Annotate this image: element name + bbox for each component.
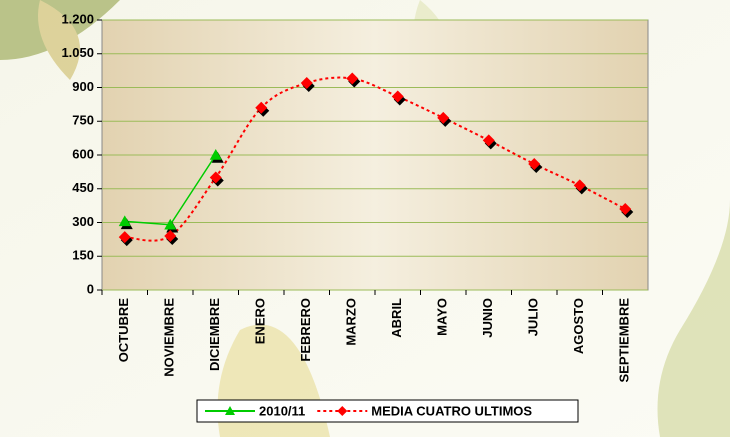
data-point	[619, 203, 632, 215]
x-tick-label: OCTUBRE	[116, 298, 131, 363]
x-tick-label: JUNIO	[480, 298, 495, 338]
x-tick-label: ENERO	[253, 298, 268, 344]
x-tick-label: NOVIEMBRE	[162, 298, 177, 377]
x-tick-label: SEPTIEMBRE	[617, 298, 632, 383]
x-tick-label: FEBRERO	[298, 298, 313, 362]
y-tick-label: 750	[72, 113, 94, 128]
legend-marker	[337, 406, 348, 416]
data-point	[255, 101, 268, 114]
legend-label: 2010/11	[259, 403, 305, 418]
data-point	[437, 111, 450, 124]
data-point	[573, 179, 586, 192]
y-tick-label: 900	[72, 79, 94, 94]
y-tick-label: 1.200	[61, 11, 94, 26]
x-tick-label: ABRIL	[389, 298, 404, 338]
legend	[196, 399, 579, 423]
y-tick-label: 300	[72, 214, 94, 229]
x-tick-label: JULIO	[526, 298, 541, 336]
data-point	[300, 77, 313, 89]
legend-marker	[225, 406, 235, 415]
legend-label: MEDIA CUATRO ULTIMOS	[371, 403, 532, 418]
x-tick-label: DICIEMBRE	[207, 298, 222, 371]
data-point	[118, 215, 131, 227]
x-tick-label: AGOSTO	[571, 298, 586, 354]
data-point	[164, 230, 177, 242]
data-point	[209, 149, 222, 160]
y-tick-label: 450	[72, 180, 94, 195]
x-tick-label: MAYO	[435, 298, 450, 336]
y-tick-label: 1.050	[61, 45, 94, 60]
data-point	[346, 72, 359, 85]
data-point	[391, 90, 404, 103]
data-point	[164, 218, 177, 230]
data-point	[482, 134, 495, 147]
y-tick-label: 150	[72, 248, 94, 263]
x-tick-label: MARZO	[344, 298, 359, 346]
data-point	[528, 158, 541, 170]
data-point	[118, 231, 131, 244]
y-tick-label: 600	[72, 146, 94, 161]
y-tick-label: 0	[87, 281, 94, 296]
data-point	[209, 171, 222, 184]
